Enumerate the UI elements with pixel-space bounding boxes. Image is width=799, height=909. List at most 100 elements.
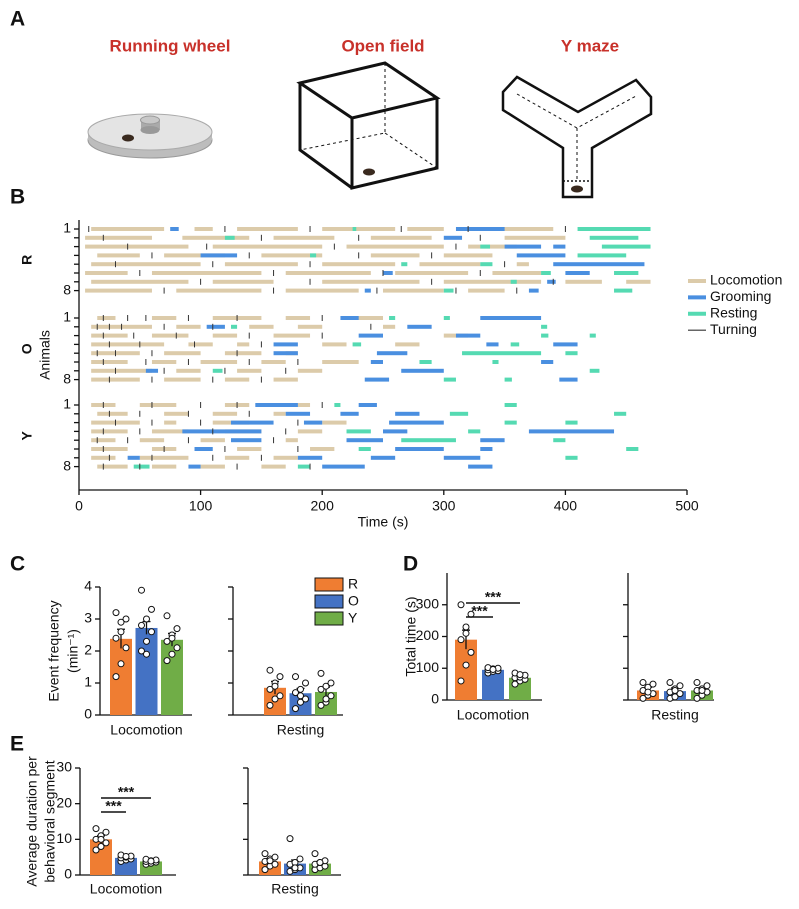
data-point <box>639 694 647 702</box>
x-axis-label: Time (s) <box>358 514 409 530</box>
behavior-segment <box>182 235 250 240</box>
behavior-segment <box>395 342 420 347</box>
behavior-segment <box>528 429 615 434</box>
y-axis-label: Event frequency <box>46 600 62 701</box>
behavior-segment <box>510 279 517 284</box>
data-point <box>92 825 100 833</box>
behavior-segment <box>164 377 201 382</box>
behavior-segment <box>91 438 116 443</box>
data-point <box>676 682 684 690</box>
behavior-segment <box>170 227 179 231</box>
data-point <box>698 686 706 694</box>
behavior-segment <box>182 429 262 434</box>
open-field-drawing <box>296 61 441 190</box>
legend-swatch <box>314 594 344 609</box>
behavior-segment <box>322 279 420 284</box>
category-label: Locomotion <box>90 881 162 897</box>
y-maze-drawing <box>501 75 653 199</box>
behavior-segment <box>516 262 529 267</box>
behavior-segment <box>480 244 491 249</box>
data-point <box>317 669 325 677</box>
behavior-segment <box>303 420 323 425</box>
behavior-segment <box>480 227 554 231</box>
behavior-segment <box>297 324 323 329</box>
legend-label: Resting <box>710 305 757 321</box>
behavior-segment <box>200 438 225 443</box>
behavior-segment <box>91 333 128 338</box>
data-point <box>168 634 176 642</box>
behavior-segment <box>91 360 128 364</box>
category-label: Locomotion <box>457 707 529 723</box>
data-point <box>271 860 279 868</box>
behavior-segment <box>261 253 323 258</box>
setup-title: Y maze <box>561 36 619 55</box>
behavior-segment <box>297 368 323 373</box>
behavior-segment <box>285 288 359 293</box>
data-point <box>649 680 657 688</box>
data-point <box>112 609 120 617</box>
data-point <box>117 660 125 668</box>
behavior-segment <box>468 288 505 293</box>
behavior-segment <box>97 464 128 469</box>
behavior-segment <box>589 235 639 240</box>
data-point <box>148 628 155 636</box>
behavior-segment <box>310 447 335 451</box>
category-label: Resting <box>271 881 318 897</box>
behavior-segment <box>419 360 432 364</box>
y-tick-label: 300 <box>416 595 440 611</box>
data-point <box>266 701 274 709</box>
behavior-segment <box>565 351 578 356</box>
behavior-segment <box>91 455 116 460</box>
data-point <box>327 679 335 687</box>
behavior-segment <box>626 447 639 451</box>
data-point <box>97 842 105 850</box>
behavior-segment <box>504 244 542 249</box>
behavior-segment <box>224 351 262 356</box>
behavior-segment <box>176 368 201 373</box>
data-point <box>261 850 269 858</box>
behavior-segment <box>97 411 128 416</box>
data-point <box>92 846 100 854</box>
behavior-segment <box>231 420 274 425</box>
behavior-segment <box>145 368 159 373</box>
behavior-segment <box>224 455 250 460</box>
x-tick-label: 400 <box>554 498 578 514</box>
behavior-segment <box>261 464 286 469</box>
behavior-segment <box>322 360 359 364</box>
behavior-segment <box>91 447 128 451</box>
data-point <box>292 705 299 713</box>
data-point <box>676 690 684 698</box>
behavior-segment <box>565 420 578 425</box>
behavior-segment <box>91 279 189 284</box>
data-point <box>302 679 309 687</box>
behavior-segment <box>151 429 189 434</box>
panel-label: D <box>403 553 418 576</box>
behavior-segment <box>91 377 140 382</box>
behavior-segment <box>547 279 556 284</box>
data-point <box>163 637 171 645</box>
behavior-segment <box>310 253 317 258</box>
behavior-segment <box>285 271 371 275</box>
behavior-segment <box>553 438 566 443</box>
behavior-segment <box>541 324 548 329</box>
behavior-segment <box>273 411 286 416</box>
behavior-segment <box>139 455 189 460</box>
behavior-segment <box>151 316 177 320</box>
row-label: 8 <box>63 457 71 473</box>
behavior-segment <box>273 351 298 356</box>
data-point <box>322 695 330 703</box>
y-tick-label: 20 <box>56 794 72 810</box>
behavior-segment <box>194 227 213 231</box>
data-point <box>297 692 304 700</box>
panel-label: A <box>10 8 25 31</box>
behavior-segment <box>231 438 262 443</box>
behavior-segment <box>200 360 238 364</box>
behavior-segment <box>237 227 298 231</box>
behavior-segment <box>224 235 235 240</box>
behavior-segment <box>626 279 651 284</box>
behavior-segment <box>407 227 444 231</box>
behavior-segment <box>188 342 213 347</box>
behavior-segment <box>455 227 505 231</box>
bar <box>110 638 132 715</box>
